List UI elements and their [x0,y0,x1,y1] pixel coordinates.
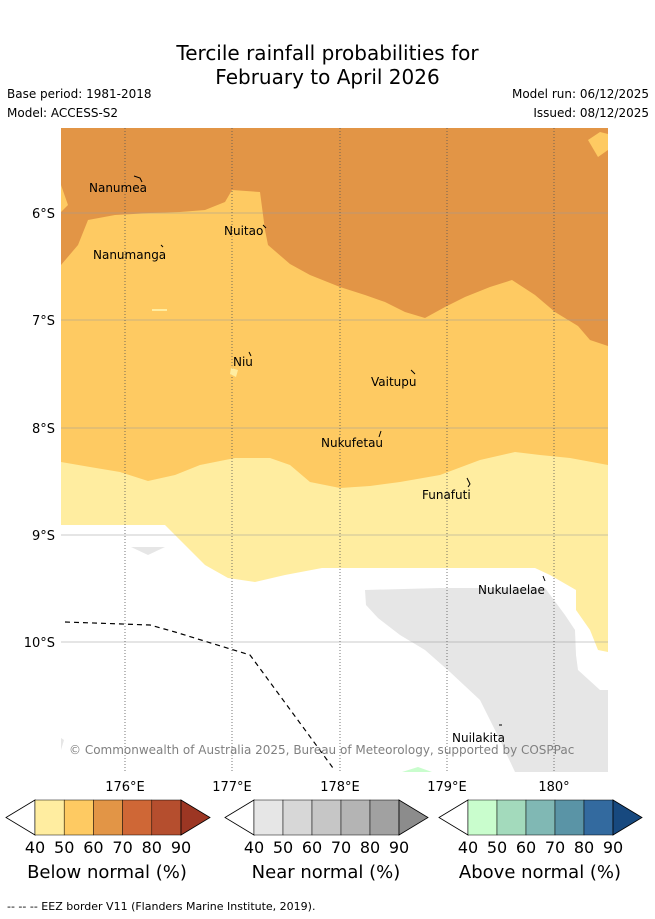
below-colorbar-swatch [34,799,65,836]
place-label-vaitupu: Vaitupu [371,375,417,389]
place-label-nuilakita: Nuilakita [452,731,505,745]
below-colorbar-min-triangle [5,799,36,836]
above-colorbar-tick-label: 80 [574,838,594,857]
above-colorbar-tick-label: 90 [603,838,623,857]
below-colorbar-swatch [122,799,153,836]
island-nuitao-shape [262,224,267,229]
near-colorbar-tick-label: 40 [244,838,264,857]
above-colorbar-swatch [583,799,614,836]
colorbar-title-below: Below normal (%) [27,862,187,883]
lat-label-10s: 10°S [24,636,55,651]
place-label-funafuti: Funafuti [422,488,471,502]
lon-label-176e: 176°E [105,780,145,795]
colorbar-below-normal: 40 50 60 70 80 90 [5,799,211,857]
near-colorbar-swatch [369,799,400,836]
near-normal-40-50-region [365,588,608,772]
near-colorbar-swatch [282,799,313,836]
colorbar-near-normal: 40 50 60 70 80 90 [224,799,429,857]
near-colorbar-tick-label: 60 [302,838,322,857]
place-label-nanumea: Nanumea [89,181,147,195]
island-funafuti-shape [466,477,471,488]
island-nanumanga-shape [160,244,164,248]
lat-label-9s: 9°S [32,529,55,544]
lon-label-177e: 177°E [212,780,252,795]
island-outlines [133,175,546,726]
below-colorbar-swatch [151,799,182,836]
island-vaitupu-shape [410,369,416,375]
model-run: Model run: 06/12/2025 [511,87,649,101]
place-label-niu: Niu [233,355,253,369]
above-colorbar-tick-label: 60 [516,838,536,857]
near-colorbar-tick-label: 50 [273,838,293,857]
map-title-line-1: Tercile rainfall probabilities for [176,41,479,65]
below-colorbar-tick-label: 70 [112,838,132,857]
lon-label-178e: 178°E [320,780,360,795]
below-colorbar-tick-label: 90 [171,838,191,857]
above-colorbar-tick-label: 40 [458,838,478,857]
above-colorbar-swatch [525,799,556,836]
below-colorbar-swatch [93,799,123,836]
below-colorbar-tick-label: 60 [83,838,103,857]
above-colorbar-swatch [496,799,527,836]
lat-label-6s: 6°S [32,207,55,222]
near-colorbar-min-triangle [224,799,255,836]
near-colorbar-swatch [340,799,371,836]
island-nanumea-shape [133,175,143,183]
near-normal-patch-west [61,738,64,750]
below-colorbar-tick-label: 50 [54,838,74,857]
lon-label-179e: 179°E [427,780,467,795]
place-label-nukulaelae: Nukulaelae [478,583,545,597]
model-name: Model: ACCESS-S2 [7,106,119,120]
above-colorbar-min-triangle [438,799,469,836]
below-normal-50-60-pocket-ne [588,132,608,157]
near-colorbar-tick-label: 90 [389,838,409,857]
above-colorbar-tick-label: 70 [545,838,565,857]
above-colorbar-swatch [554,799,585,836]
lat-label-7s: 7°S [32,314,55,329]
near-colorbar-max-triangle [398,799,429,836]
latitude-gridlines [61,212,608,643]
copyright-notice: © Commonwealth of Australia 2025, Bureau… [69,743,574,757]
colorbar-title-above: Above normal (%) [458,862,622,883]
near-normal-patch-small [131,547,165,555]
below-colorbar-tick-label: 40 [25,838,45,857]
near-colorbar-swatch [253,799,284,836]
lon-label-180: 180° [538,780,569,795]
near-colorbar-tick-label: 80 [360,838,380,857]
eez-legend: -- -- -- EEZ border V11 (Flanders Marine… [7,900,316,913]
colorbar-title-near: Near normal (%) [251,862,401,883]
above-colorbar-max-triangle [612,799,643,836]
below-colorbar-max-triangle [180,799,211,836]
near-colorbar-tick-label: 70 [331,838,351,857]
near-colorbar-swatch [311,799,342,836]
below-normal-60-70-region [61,128,608,346]
niu-highlight [230,368,238,377]
above-normal-patch [402,767,432,772]
place-label-nanumanga: Nanumanga [93,248,166,262]
place-label-nukufetau: Nukufetau [321,436,383,450]
issued-date: Issued: 08/12/2025 [533,106,649,120]
above-colorbar-tick-label: 50 [487,838,507,857]
below-colorbar-tick-label: 80 [142,838,162,857]
below-colorbar-swatch [63,799,94,836]
map-title-line-2: February to April 2026 [215,65,440,89]
below-normal-50-60-pocket [61,185,68,212]
eez-border [64,621,334,769]
island-nukulaelae-shape [542,575,546,582]
island-nukufetau-shape [378,430,382,438]
island-niu-shape [248,351,252,357]
base-period: Base period: 1981-2018 [7,87,152,101]
longitude-gridlines [124,128,555,772]
probability-fields [61,128,608,772]
place-label-nuitao: Nuitao [224,224,263,238]
colorbar-above-normal: 40 50 60 70 80 90 [438,799,643,857]
lat-label-8s: 8°S [32,422,55,437]
above-colorbar-swatch [467,799,498,836]
